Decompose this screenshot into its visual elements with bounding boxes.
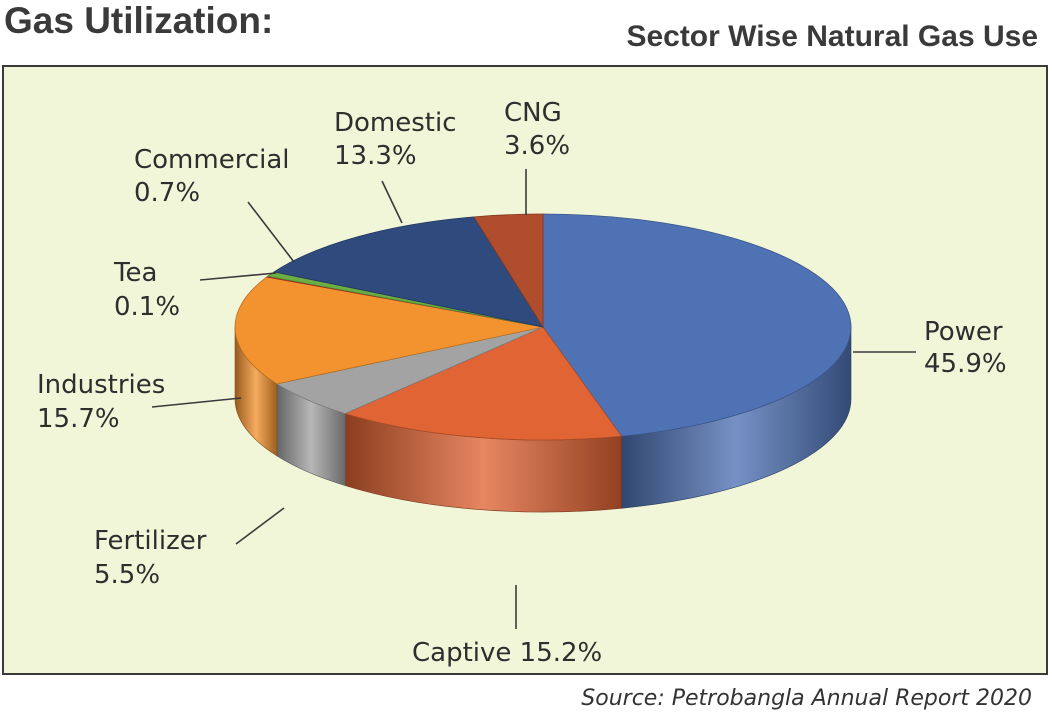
slice-label-tea-name: Tea xyxy=(113,258,157,288)
slice-label-domestic-value: 13.3% xyxy=(334,141,417,171)
slice-label-commercial-value: 0.7% xyxy=(134,178,200,208)
slice-label-industries-value: 15.7% xyxy=(37,404,120,434)
slice-label-power-name: Power xyxy=(924,317,1003,347)
slice-power xyxy=(542,213,852,437)
slice-industries xyxy=(234,276,544,385)
slice-captive xyxy=(344,326,623,441)
slice-label-captive: Captive 15.2% xyxy=(412,638,602,668)
slice-label-fertilizer-name: Fertilizer xyxy=(94,526,207,556)
slice-cng xyxy=(473,213,544,329)
slice-label-fertilizer-value: 5.5% xyxy=(94,560,160,590)
leader-line-fertilizer xyxy=(235,507,285,545)
chart-title: Sector Wise Natural Gas Use xyxy=(626,20,1038,53)
slice-label-industries-name: Industries xyxy=(37,370,165,400)
leader-line-domestic xyxy=(381,180,403,224)
slice-label-power-value: 45.9% xyxy=(924,349,1007,379)
leader-line-commercial xyxy=(247,201,295,263)
slice-domestic xyxy=(273,216,544,328)
page-heading: Gas Utilization: xyxy=(4,0,274,41)
chart-panel: Power 45.9% Captive 15.2% Fertilizer 5.5% Ind… xyxy=(2,65,1048,675)
slice-label-tea-value: 0.1% xyxy=(114,292,180,322)
slice-label-cng-value: 3.6% xyxy=(504,131,570,161)
source-note: Source: Petrobangla Annual Report 2020 xyxy=(581,686,1032,711)
leader-line-tea xyxy=(199,272,277,281)
slice-label-commercial-name: Commercial xyxy=(134,145,290,175)
slice-label-domestic-name: Domestic xyxy=(334,108,457,138)
leader-line-industries xyxy=(151,397,242,408)
slice-label-cng-name: CNG xyxy=(504,98,562,128)
